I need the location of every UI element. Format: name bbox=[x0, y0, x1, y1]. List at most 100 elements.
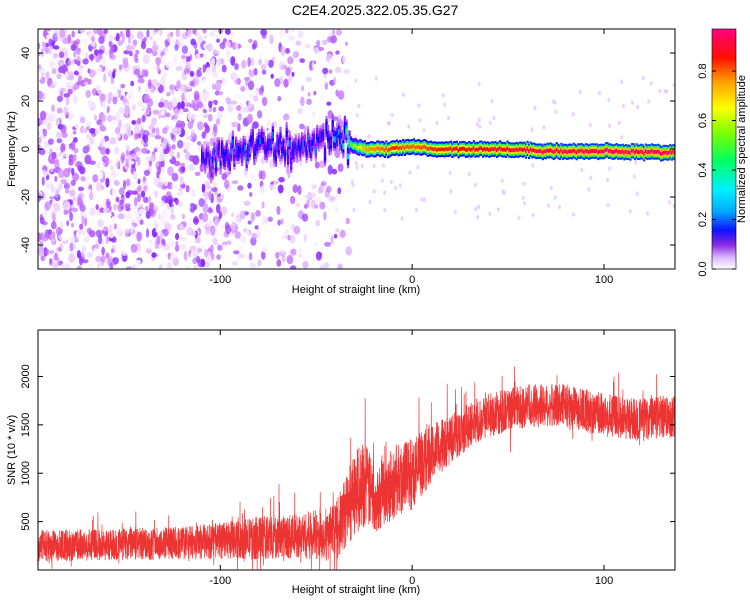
ridge-cell bbox=[544, 149, 548, 154]
ridge-cell bbox=[405, 145, 408, 149]
ridge-cell bbox=[606, 147, 609, 152]
noise-speckle bbox=[56, 182, 60, 193]
noise-speckle bbox=[98, 35, 105, 45]
ridge-cell bbox=[532, 148, 535, 153]
noise-speckle bbox=[355, 113, 359, 118]
ridge-cell bbox=[228, 158, 231, 165]
noise-speckle bbox=[129, 182, 135, 189]
noise-speckle bbox=[330, 235, 334, 245]
noise-speckle bbox=[342, 54, 346, 64]
noise-speckle bbox=[169, 84, 176, 91]
ridge-cell bbox=[323, 151, 327, 158]
noise-speckle bbox=[217, 245, 223, 251]
noise-speckle bbox=[262, 246, 268, 253]
noise-speckle bbox=[183, 148, 188, 154]
noise-speckle bbox=[125, 29, 131, 38]
noise-speckle bbox=[145, 252, 151, 258]
ridge-cell bbox=[328, 140, 331, 147]
ridge-cell bbox=[343, 124, 346, 131]
noise-speckle bbox=[167, 101, 174, 111]
ridge-cell bbox=[577, 149, 580, 153]
ridge-cell bbox=[649, 150, 652, 154]
noise-speckle bbox=[323, 176, 330, 183]
noise-speckle bbox=[288, 75, 293, 83]
ridge-cell bbox=[422, 145, 425, 150]
noise-speckle bbox=[130, 80, 135, 87]
noise-speckle bbox=[237, 77, 241, 85]
noise-speckle bbox=[522, 181, 526, 187]
noise-speckle bbox=[337, 53, 342, 63]
noise-speckle bbox=[136, 31, 144, 40]
ridge-cell bbox=[360, 146, 363, 150]
noise-speckle bbox=[136, 117, 142, 125]
noise-speckle bbox=[261, 250, 266, 260]
noise-speckle bbox=[54, 252, 58, 261]
noise-speckle bbox=[668, 200, 672, 205]
ridge-cell bbox=[429, 146, 432, 151]
ridge-cell bbox=[508, 147, 511, 152]
ridge-cell bbox=[337, 129, 340, 135]
noise-speckle bbox=[124, 77, 130, 83]
noise-speckle bbox=[249, 252, 253, 261]
noise-speckle bbox=[257, 259, 262, 267]
noise-speckle bbox=[146, 29, 150, 38]
ridge-cell bbox=[617, 150, 620, 154]
ridge-cell bbox=[317, 136, 320, 143]
noise-speckle bbox=[197, 244, 205, 249]
noise-speckle bbox=[416, 165, 420, 170]
noise-speckle bbox=[166, 262, 172, 269]
noise-speckle bbox=[333, 233, 338, 239]
noise-speckle bbox=[114, 146, 120, 155]
noise-speckle bbox=[81, 245, 87, 251]
noise-speckle bbox=[87, 99, 94, 108]
ridge-cell bbox=[549, 148, 552, 152]
noise-speckle bbox=[240, 210, 246, 220]
noise-speckle bbox=[179, 59, 187, 68]
noise-speckle bbox=[191, 99, 196, 106]
noise-speckle bbox=[202, 64, 207, 73]
noise-speckle bbox=[169, 214, 176, 220]
ridge-cell bbox=[231, 139, 234, 146]
noise-speckle bbox=[334, 42, 338, 47]
ridge-cell bbox=[284, 152, 287, 159]
noise-speckle bbox=[221, 257, 229, 263]
ridge-cell bbox=[357, 146, 360, 150]
noise-speckle bbox=[201, 183, 206, 193]
noise-speckle bbox=[76, 60, 81, 66]
noise-speckle bbox=[608, 166, 612, 171]
noise-speckle bbox=[105, 177, 110, 188]
noise-speckle bbox=[86, 175, 90, 184]
noise-speckle bbox=[54, 32, 59, 38]
noise-speckle bbox=[109, 137, 117, 145]
noise-speckle bbox=[161, 209, 168, 218]
noise-speckle bbox=[253, 68, 258, 76]
ridge-cell bbox=[480, 146, 483, 150]
noise-speckle bbox=[46, 34, 53, 39]
noise-speckle bbox=[213, 182, 217, 187]
noise-speckle bbox=[125, 191, 131, 199]
noise-speckle bbox=[220, 206, 228, 216]
noise-speckle bbox=[204, 261, 210, 268]
noise-speckle bbox=[171, 183, 178, 190]
noise-speckle bbox=[258, 87, 264, 96]
ridge-cell bbox=[637, 150, 640, 155]
noise-speckle bbox=[417, 103, 421, 108]
ridge-cell bbox=[526, 146, 529, 151]
noise-speckle bbox=[94, 68, 100, 76]
ridge-cell bbox=[540, 149, 543, 154]
noise-speckle bbox=[59, 221, 64, 230]
noise-speckle bbox=[110, 248, 115, 254]
ridge-cell bbox=[591, 149, 594, 153]
snr-panel: -100 0 100 500 1000 1500 2000 Height of straig… bbox=[6, 329, 676, 596]
noise-speckle bbox=[622, 104, 625, 109]
ridge-cell bbox=[339, 135, 342, 142]
ridge-cell bbox=[583, 150, 586, 154]
noise-speckle bbox=[168, 74, 175, 83]
noise-speckle bbox=[230, 100, 238, 105]
noise-speckle bbox=[192, 217, 200, 224]
noise-speckle bbox=[197, 145, 202, 152]
noise-speckle bbox=[331, 168, 338, 175]
noise-speckle bbox=[38, 232, 42, 242]
noise-speckle bbox=[243, 105, 249, 113]
noise-speckle bbox=[134, 132, 138, 140]
